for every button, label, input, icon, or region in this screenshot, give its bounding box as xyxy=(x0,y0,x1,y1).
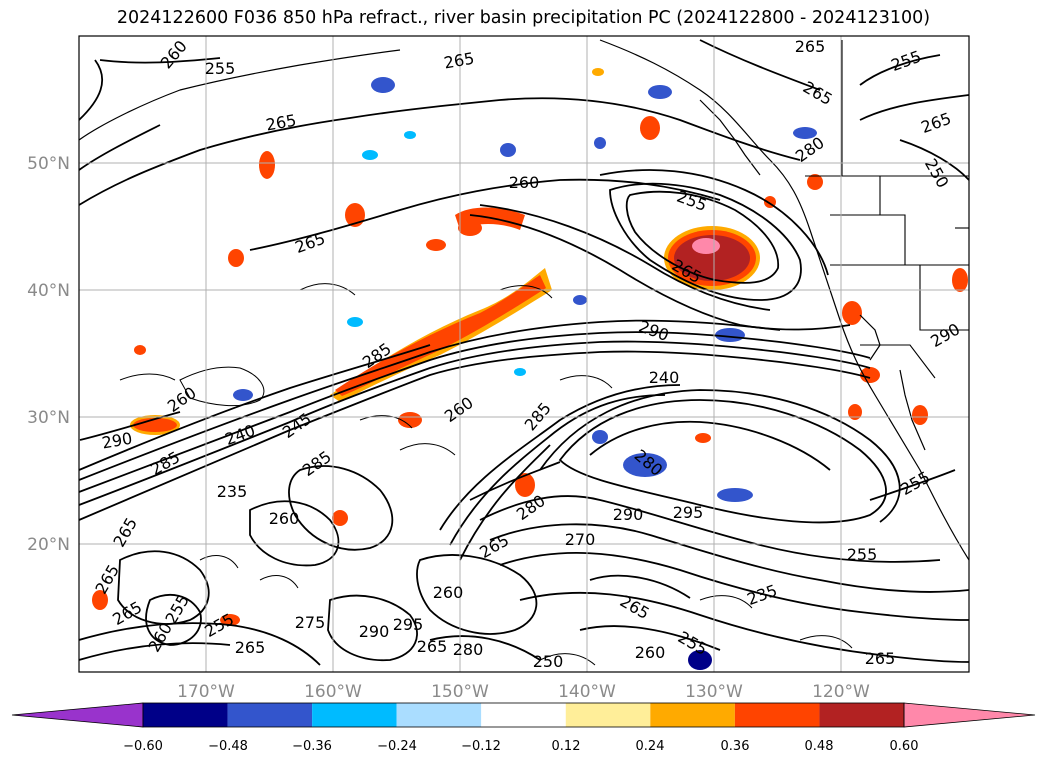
contour-label: 290 xyxy=(359,622,390,641)
lat-label: 50°N xyxy=(27,154,70,174)
colorbar-tick-label: 0.60 xyxy=(890,739,919,754)
contour-label: 265 xyxy=(795,37,826,56)
lon-label: 140°W xyxy=(558,682,616,702)
colorbar-segment xyxy=(650,703,735,727)
colorbar-tick-label: 0.36 xyxy=(721,739,750,754)
colorbar-segment xyxy=(396,703,482,727)
contour-label: 260 xyxy=(269,509,300,528)
contour-label: 260 xyxy=(635,643,666,662)
lon-label: 170°W xyxy=(177,682,235,702)
coastlines xyxy=(79,39,969,561)
contour-label: 250 xyxy=(533,652,564,671)
colorbar-tick-label: −0.12 xyxy=(461,739,501,754)
thin-detail-contours xyxy=(119,283,853,666)
colorbar-segment xyxy=(481,703,566,727)
colorbar-tick-label: 0.24 xyxy=(636,739,665,754)
colorbar-outline xyxy=(142,702,905,728)
lat-label: 30°N xyxy=(27,408,70,428)
contour-label: 270 xyxy=(565,530,596,549)
contour-label: 275 xyxy=(295,613,326,632)
contour-label: 235 xyxy=(217,482,248,501)
lon-label: 130°W xyxy=(685,682,743,702)
colorbar-tick-label: −0.36 xyxy=(292,739,332,754)
colorbar xyxy=(11,702,1036,728)
contour-label: 255 xyxy=(847,545,878,564)
colorbar-tick-label: −0.48 xyxy=(208,739,248,754)
lon-axis-labels: 170°W 160°W 150°W 140°W 130°W 120°W xyxy=(177,682,870,702)
colorbar-tick-label: 0.12 xyxy=(552,739,581,754)
map-title: 2024122600 F036 850 hPa refract., river … xyxy=(116,8,931,28)
contour-label: 280 xyxy=(453,640,484,659)
contour-label: 255 xyxy=(205,59,236,78)
map-border xyxy=(78,35,970,673)
contour-label: 265 xyxy=(417,637,448,656)
colorbar-segment xyxy=(143,703,228,727)
colorbar-tick-label: −0.60 xyxy=(123,739,163,754)
contour-label: 265 xyxy=(865,649,896,668)
contour-label: 260 xyxy=(433,583,464,602)
colorbar-extend-low xyxy=(11,702,144,728)
contour-label: 265 xyxy=(235,638,266,657)
map-plot-area xyxy=(79,36,969,672)
contour-label: 290 xyxy=(613,505,644,524)
colorbar-tick-label: −0.24 xyxy=(377,739,417,754)
colorbar-ticks: −0.60 −0.48 −0.36 −0.24 −0.12 0.12 0.24 … xyxy=(123,739,918,754)
colorbar-extend-high xyxy=(903,702,1036,728)
borders xyxy=(805,40,969,379)
colorbar-segment xyxy=(819,703,904,727)
lat-axis-labels: 50°N 40°N 30°N 20°N xyxy=(27,154,70,555)
contour-label: 240 xyxy=(649,368,680,387)
colorbar-segment xyxy=(312,703,397,727)
colorbar-segment xyxy=(565,703,651,727)
colorbar-segment xyxy=(734,703,820,727)
lon-label: 160°W xyxy=(304,682,362,702)
lon-label: 120°W xyxy=(812,682,870,702)
contour-label: 295 xyxy=(673,503,704,522)
lat-label: 40°N xyxy=(27,281,70,301)
lon-label: 150°W xyxy=(431,682,489,702)
graticule xyxy=(79,36,969,672)
colorbar-segment xyxy=(227,703,313,727)
contour-label: 260 xyxy=(509,173,540,192)
colorbar-tick-label: 0.48 xyxy=(805,739,834,754)
refractivity-contours xyxy=(79,39,969,666)
contour-label: 295 xyxy=(393,615,424,634)
lat-label: 20°N xyxy=(27,535,70,555)
